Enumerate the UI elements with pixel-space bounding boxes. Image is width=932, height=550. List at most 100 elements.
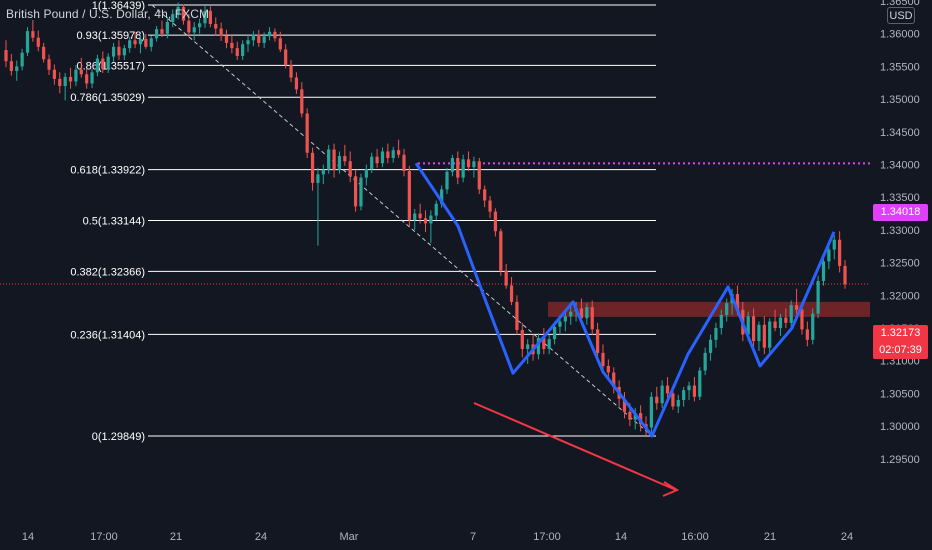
time-tick-label: 21 <box>764 531 776 543</box>
candle <box>278 31 282 53</box>
candle <box>321 164 325 185</box>
fib-level-label: 0.618(1.33922) <box>70 165 145 177</box>
candle <box>144 33 148 49</box>
axes: 1.36500 1.36000 1.35500 1.35000 1.34500 1.340… <box>22 0 920 543</box>
candle <box>171 9 175 28</box>
fib-level-label: 0.382(1.32366) <box>70 266 145 278</box>
candle <box>300 82 304 118</box>
price-tick-label: 1.32500 <box>880 258 920 270</box>
currency-button[interactable]: USD <box>887 7 915 24</box>
candle <box>585 303 589 325</box>
candle <box>160 20 164 38</box>
candle <box>101 51 105 73</box>
candle <box>768 318 772 353</box>
candle <box>117 40 121 60</box>
price-tick-label: 1.35000 <box>880 94 920 106</box>
candle <box>79 57 83 78</box>
alert-price-tag: 1.34018 <box>873 204 928 221</box>
time-tick-label: 21 <box>170 531 182 543</box>
candle <box>499 228 503 276</box>
candle <box>359 173 363 211</box>
candle <box>111 42 116 62</box>
candle <box>375 148 379 168</box>
candle <box>251 31 256 47</box>
time-tick-label: 14 <box>615 531 627 543</box>
candle <box>757 321 761 351</box>
candle <box>230 35 234 54</box>
candle <box>154 25 159 42</box>
candle <box>353 169 358 212</box>
candle <box>364 164 368 186</box>
candle <box>52 64 57 85</box>
candle <box>74 65 78 87</box>
candle <box>122 44 126 60</box>
candle <box>692 377 697 402</box>
candle <box>9 54 13 76</box>
time-tick-label: 24 <box>841 531 853 543</box>
candle <box>622 392 627 419</box>
candle <box>138 35 143 54</box>
fib-level-label: 0(1.29849) <box>92 431 145 443</box>
candle <box>165 16 169 39</box>
last-price-tag: 1.32173 <box>873 325 928 342</box>
candle <box>687 381 691 400</box>
candle <box>509 277 514 306</box>
time-tick-label: 14 <box>22 531 34 543</box>
candle <box>208 6 212 28</box>
symbol-title[interactable]: British Pound / U.S. Dollar, 4h, FXCM <box>6 7 210 21</box>
time-tick-label: Mar <box>340 531 359 543</box>
price-tick-label: 1.29500 <box>880 454 920 466</box>
bar-countdown-tag: 02:07:39 <box>873 342 928 359</box>
candle <box>149 35 153 52</box>
candle <box>536 333 541 360</box>
candle <box>305 108 309 158</box>
candle <box>85 68 89 89</box>
candle <box>294 72 299 94</box>
zigzag-pattern-line[interactable] <box>414 162 836 438</box>
candle <box>719 309 723 335</box>
time-tick-label: 17:00 <box>533 531 561 543</box>
candle <box>526 339 530 365</box>
candle <box>569 305 573 325</box>
candle <box>241 40 245 60</box>
candle <box>262 32 266 49</box>
candle <box>434 200 438 221</box>
candle <box>483 185 487 208</box>
candle <box>63 72 67 101</box>
candle <box>20 48 24 71</box>
candle <box>542 328 546 355</box>
candle <box>789 300 793 329</box>
resistance-zone[interactable] <box>548 301 870 317</box>
candle <box>402 148 406 177</box>
descending-trendline-arrow[interactable] <box>473 402 680 497</box>
candle <box>95 54 100 77</box>
candle <box>843 260 847 289</box>
candle <box>515 295 519 335</box>
resistance-zone-layer <box>548 301 870 317</box>
candle <box>386 143 390 164</box>
candle <box>380 147 385 168</box>
candle <box>192 21 196 41</box>
candle <box>310 147 315 191</box>
candle <box>348 151 352 183</box>
candle <box>423 210 428 232</box>
candle <box>762 316 766 355</box>
candle <box>407 165 411 227</box>
candle <box>396 139 401 158</box>
candle <box>273 28 277 42</box>
candle <box>590 300 594 335</box>
candle <box>332 143 336 178</box>
candle <box>224 29 229 49</box>
drawings[interactable] <box>414 162 836 497</box>
candle <box>698 367 702 400</box>
fib-trend-dashed-line[interactable] <box>151 4 653 437</box>
candle <box>832 235 836 260</box>
candle <box>246 35 250 53</box>
candle <box>391 146 395 163</box>
candle <box>176 2 180 20</box>
fib-level-label: 0.786(1.35029) <box>70 92 145 104</box>
fibonacci-retracement[interactable]: 1(1.36439) 0.93(1.35978) 0.86(1.35517) 0.78… <box>70 0 656 443</box>
candle <box>520 322 524 358</box>
price-tick-label: 1.30000 <box>880 421 920 433</box>
